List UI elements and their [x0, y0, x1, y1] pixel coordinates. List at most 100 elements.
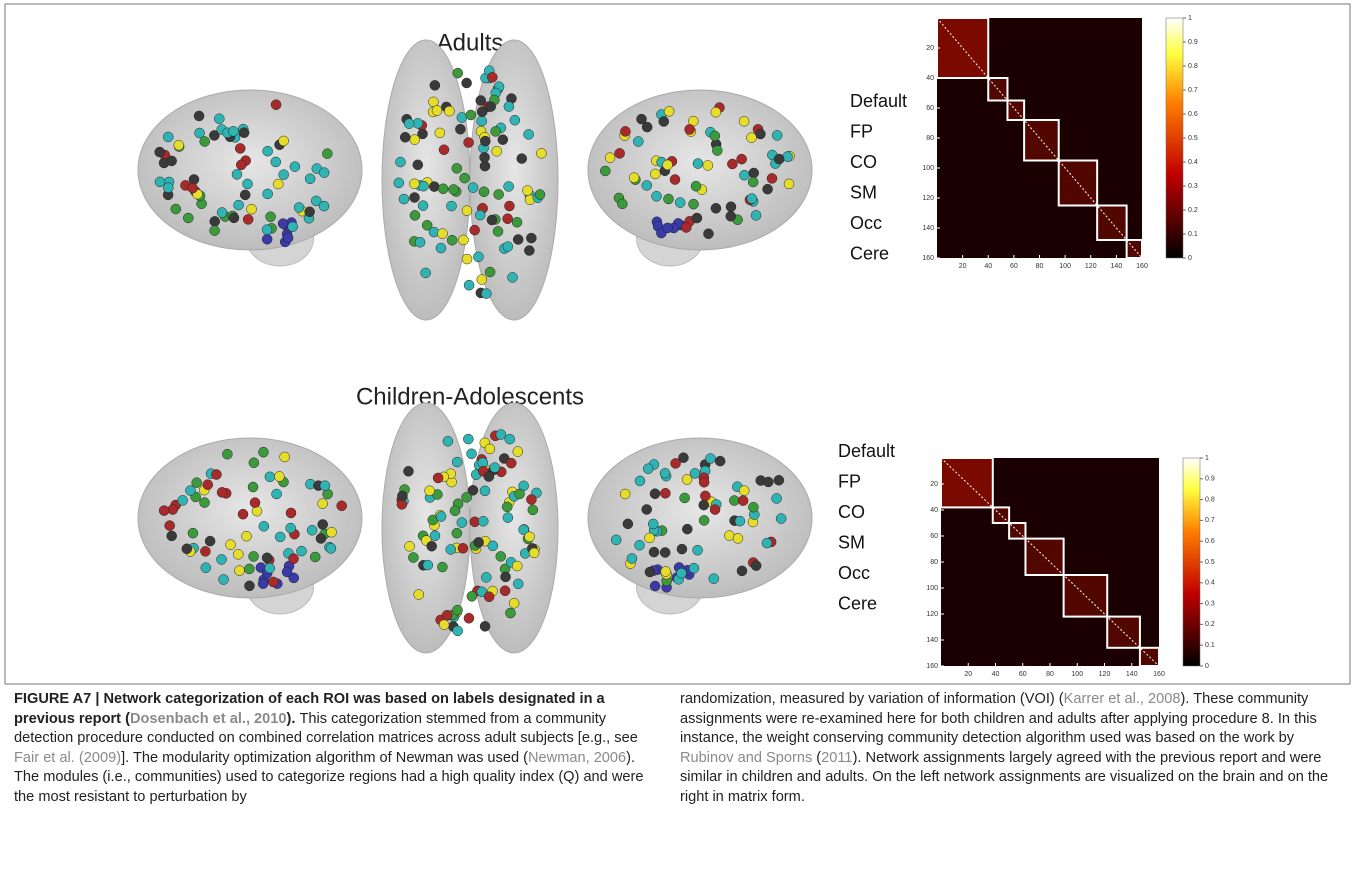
x-tick-label: 100 — [1071, 671, 1083, 678]
x-tick-label: 80 — [1046, 671, 1054, 678]
citation[interactable]: Dosenbach et al., 2010 — [129, 710, 287, 727]
roi-dot — [429, 181, 440, 192]
roi-dot — [154, 176, 166, 188]
roi-dot — [289, 161, 301, 172]
colorbar-tick-label: 0.5 — [1205, 559, 1215, 566]
x-tick-label: 160 — [1153, 671, 1165, 678]
roi-dot — [714, 455, 726, 467]
roi-dot — [251, 505, 263, 517]
roi-dot — [660, 488, 671, 499]
citation[interactable]: Fair et al. (2009) — [14, 749, 122, 766]
roi-dot — [698, 499, 710, 511]
roi-dot — [456, 517, 468, 528]
roi-dot — [239, 189, 251, 201]
module-block — [940, 457, 994, 509]
roi-dot — [452, 604, 463, 616]
roi-dot — [429, 530, 441, 542]
citation[interactable]: Newman, 2006 — [528, 749, 627, 766]
roi-dot — [202, 479, 214, 490]
network-label: FP — [850, 121, 873, 141]
roi-dot — [234, 565, 245, 576]
roi-dot — [771, 130, 783, 141]
y-tick-label: 100 — [922, 165, 934, 172]
roi-dot — [619, 488, 631, 500]
roi-dot — [658, 116, 670, 127]
network-label: Occ — [838, 563, 870, 583]
roi-dot — [285, 507, 297, 519]
roi-dot — [242, 214, 254, 225]
roi-dot — [270, 99, 282, 110]
roi-dot — [487, 72, 498, 83]
roi-dot — [663, 106, 675, 117]
roi-dot — [154, 146, 165, 158]
roi-dot — [317, 498, 328, 509]
roi-dot — [228, 126, 239, 137]
roi-dot — [426, 540, 437, 552]
roi-dot — [275, 531, 286, 543]
caption-text: ). — [286, 710, 300, 727]
brain-lateral — [587, 89, 813, 251]
roi-dot — [712, 145, 723, 156]
roi-dot — [475, 95, 487, 106]
roi-dot — [467, 182, 479, 193]
roi-dot — [491, 146, 503, 157]
panel-title: Adults — [437, 29, 504, 56]
colorbar-tick-label: 0.3 — [1205, 600, 1215, 607]
roi-dot — [746, 132, 757, 143]
roi-dot — [241, 530, 252, 542]
roi-dot — [417, 128, 428, 140]
panel-title: Children-Adolescents — [356, 383, 584, 410]
roi-dot — [689, 468, 701, 479]
citation[interactable]: Rubinov and Sporns — [680, 749, 813, 766]
y-tick-label: 160 — [926, 663, 938, 670]
roi-dot — [710, 106, 722, 118]
citation[interactable]: Karrer et al., 2008 — [1063, 691, 1181, 707]
roi-dot — [676, 543, 688, 555]
roi-dot — [473, 251, 484, 263]
roi-dot — [408, 552, 419, 563]
y-tick-label: 40 — [926, 75, 934, 82]
network-label: CO — [838, 502, 865, 522]
brain-render — [587, 437, 813, 615]
roi-dot — [187, 527, 199, 539]
roi-dot — [469, 224, 480, 236]
caption-text: ]. The modularity optimization algorithm… — [121, 749, 528, 766]
network-label: CO — [850, 152, 877, 172]
roi-dot — [748, 167, 759, 179]
roi-dot — [489, 462, 501, 473]
roi-dot — [634, 475, 646, 487]
roi-dot — [166, 530, 177, 542]
roi-dot — [641, 121, 653, 133]
roi-dot — [270, 156, 282, 168]
roi-dot — [258, 446, 269, 458]
roi-dot — [438, 619, 450, 630]
roi-dot — [257, 578, 269, 589]
roi-dot — [449, 505, 461, 516]
colorbar-tick-label: 0.7 — [1205, 517, 1215, 524]
roi-dot — [644, 532, 655, 544]
roi-dot — [647, 518, 659, 530]
colorbar-tick-label: 0.1 — [1188, 231, 1198, 238]
roi-dot — [164, 520, 175, 531]
roi-dot — [233, 199, 244, 211]
roi-dot — [414, 237, 426, 248]
roi-dot — [455, 123, 466, 135]
roi-dot — [435, 242, 447, 254]
roi-dot — [466, 448, 477, 460]
citation[interactable]: 2011 — [821, 749, 853, 766]
roi-dot — [761, 537, 773, 549]
roi-dot — [211, 469, 222, 480]
roi-dot — [434, 127, 446, 139]
roi-dot — [264, 471, 276, 483]
roi-dot — [709, 130, 721, 142]
roi-dot — [200, 546, 211, 557]
caption-text: FIGURE A7 | Network categorization of ea… — [14, 691, 605, 727]
roi-dot — [626, 553, 638, 564]
roi-dot — [442, 436, 454, 447]
roi-dot — [481, 572, 492, 583]
roi-dot — [659, 547, 671, 558]
roi-dot — [466, 591, 478, 602]
y-tick-label: 100 — [926, 585, 938, 592]
roi-dot — [261, 552, 273, 564]
colorbar-tick-label: 0.8 — [1188, 63, 1198, 70]
